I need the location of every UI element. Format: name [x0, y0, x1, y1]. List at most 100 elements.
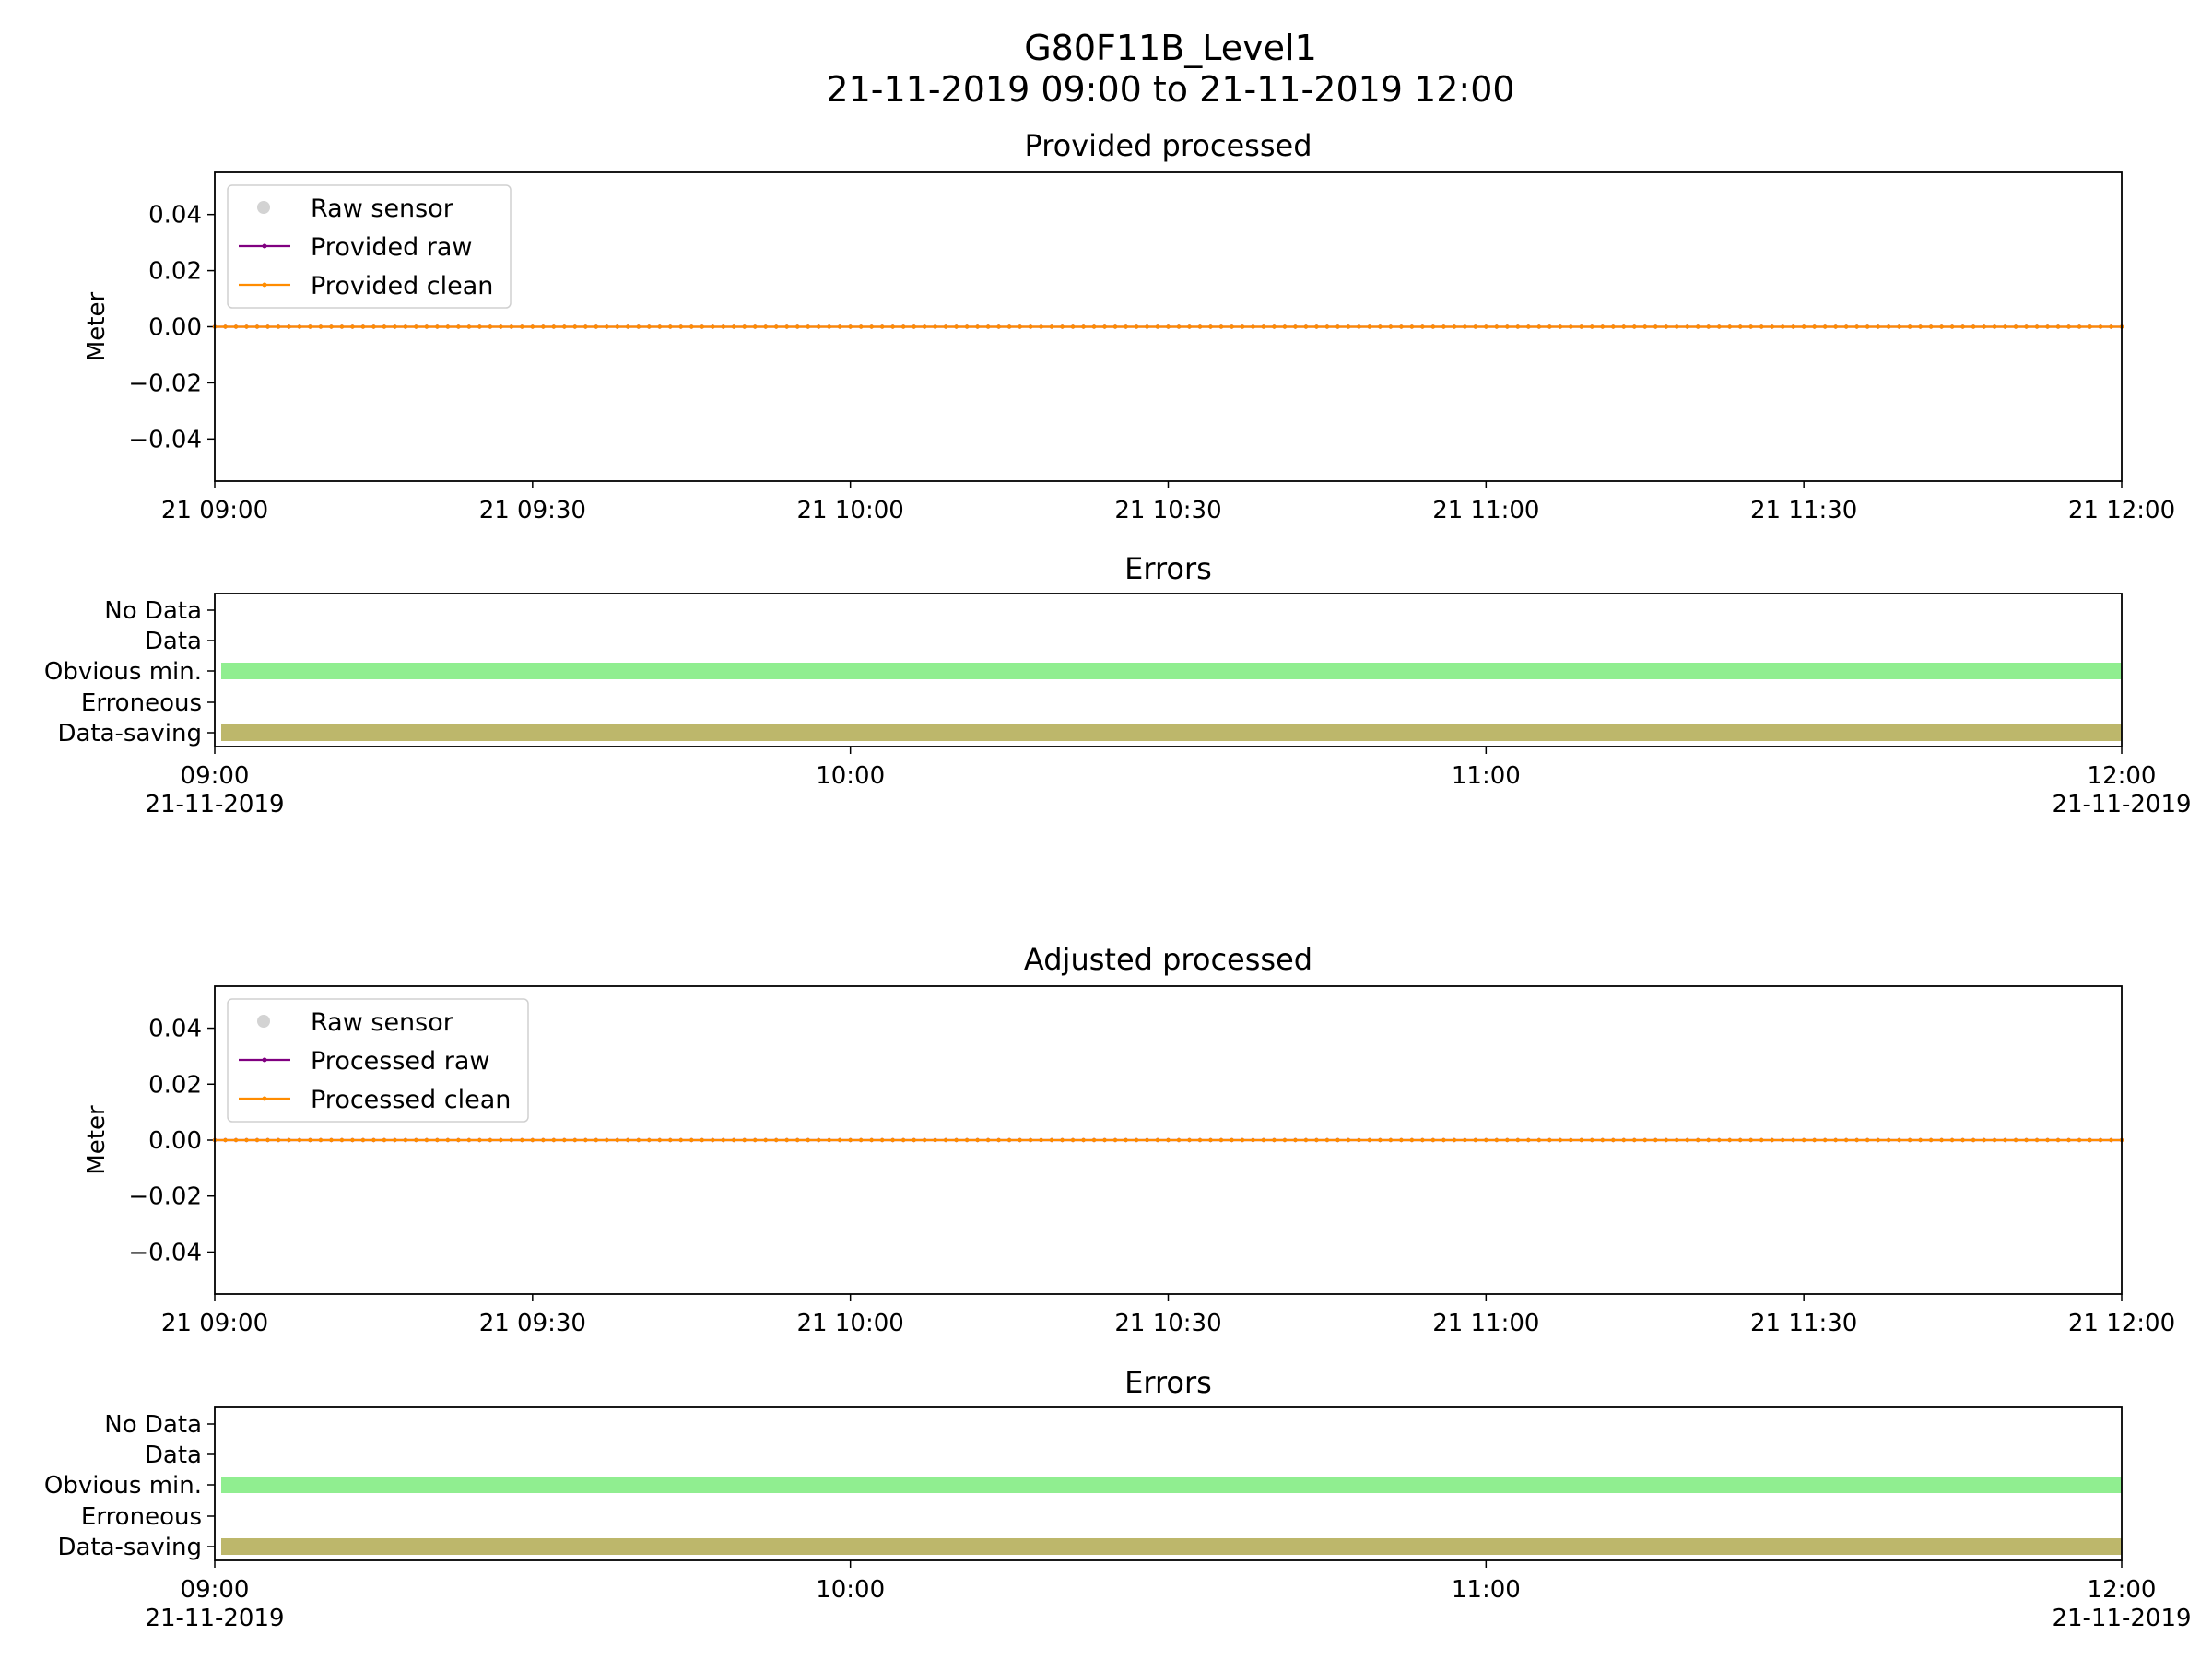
x-tick-label: 21 09:00: [161, 1310, 268, 1337]
data-point: [233, 1137, 239, 1143]
data-point: [657, 324, 662, 329]
data-point: [1367, 1137, 1372, 1143]
x-tick-label: 11:00: [1452, 762, 1521, 790]
data-point: [668, 324, 673, 329]
data-point: [1420, 1137, 1425, 1143]
data-point: [530, 324, 535, 329]
data-point: [1515, 324, 1521, 329]
data-point: [774, 1137, 779, 1143]
data-point: [1145, 324, 1149, 329]
data-point: [890, 324, 895, 329]
data-point: [2013, 1137, 2018, 1143]
data-point: [1324, 1137, 1330, 1143]
data-point: [520, 1137, 524, 1143]
data-point: [900, 1137, 906, 1143]
figure-title-line-2: 21-11-2019 09:00 to 21-11-2019 12:00: [826, 69, 1515, 110]
y-tick-label: Data-saving: [57, 1534, 202, 1561]
data-point: [1091, 324, 1097, 329]
data-point: [308, 324, 312, 329]
data-point: [1770, 1137, 1774, 1143]
x-tick-label: 21 11:30: [1750, 1310, 1857, 1337]
data-point: [1939, 1137, 1944, 1143]
data-point: [1494, 1137, 1500, 1143]
y-tick-label: 0.02: [148, 258, 202, 286]
data-point: [816, 1137, 821, 1143]
data-point: [784, 324, 789, 329]
y-tick-label: Erroneous: [81, 689, 202, 717]
x-tick-label: 09:00: [181, 1576, 250, 1604]
data-point: [1960, 1137, 1965, 1143]
data-point: [1865, 1137, 1870, 1143]
data-point: [763, 1137, 768, 1143]
data-point: [1696, 1137, 1700, 1143]
data-point: [382, 324, 387, 329]
data-point: [254, 324, 260, 329]
data-point: [1918, 1137, 1923, 1143]
data-point: [2109, 324, 2113, 329]
data-point: [954, 324, 959, 329]
data-point: [1378, 324, 1382, 329]
legend-marker: [262, 243, 267, 249]
data-point: [1780, 1137, 1785, 1143]
x-tick-label: 21-11-2019: [145, 791, 284, 818]
data-point: [2003, 1137, 2007, 1143]
legend-box: [227, 184, 512, 309]
data-point: [1515, 1137, 1521, 1143]
data-point: [711, 1137, 715, 1143]
data-point: [996, 1137, 1001, 1143]
data-point: [1155, 324, 1160, 329]
data-point: [371, 1137, 376, 1143]
data-point: [2098, 324, 2103, 329]
data-point: [1463, 1137, 1467, 1143]
x-tick-label: 21-11-2019: [2052, 1605, 2191, 1632]
data-point: [456, 1137, 461, 1143]
data-point: [414, 324, 418, 329]
data-point: [1843, 1137, 1849, 1143]
data-point: [858, 1137, 864, 1143]
x-tick-label: 21 10:30: [1114, 497, 1221, 524]
data-point: [964, 1137, 970, 1143]
data-point: [1982, 1137, 1986, 1143]
data-point: [711, 324, 715, 329]
data-point: [753, 324, 758, 329]
data-point: [1536, 1137, 1542, 1143]
data-point: [466, 1137, 472, 1143]
data-point: [2109, 1137, 2113, 1143]
data-point: [1526, 1137, 1531, 1143]
legend-label: Processed clean: [311, 1086, 511, 1114]
data-point: [445, 324, 451, 329]
data-point: [1642, 324, 1647, 329]
legend-label: Raw sensor: [311, 1008, 454, 1037]
data-point: [583, 324, 588, 329]
data-point: [2088, 324, 2092, 329]
data-point: [1176, 324, 1182, 329]
data-point: [668, 1137, 673, 1143]
data-point: [1049, 1137, 1054, 1143]
data-point: [1240, 1137, 1245, 1143]
data-point: [1706, 324, 1711, 329]
data-point: [657, 1137, 662, 1143]
data-point: [1208, 324, 1213, 329]
data-point: [1240, 324, 1245, 329]
data-point: [2055, 1137, 2061, 1143]
data-point: [233, 324, 239, 329]
x-tick-label: 12:00: [2088, 762, 2157, 790]
data-point: [890, 1137, 895, 1143]
data-point: [1293, 324, 1298, 329]
data-point: [1039, 324, 1043, 329]
data-point: [488, 324, 493, 329]
data-point: [1378, 1137, 1382, 1143]
data-point: [276, 324, 281, 329]
data-point: [869, 324, 874, 329]
series-processed-clean: [212, 1137, 2124, 1143]
data-point: [1452, 324, 1457, 329]
data-point: [1780, 324, 1785, 329]
data-point: [763, 324, 768, 329]
data-point: [1558, 324, 1562, 329]
data-point: [1197, 324, 1203, 329]
data-point: [678, 324, 683, 329]
data-point: [1801, 1137, 1806, 1143]
data-point: [721, 324, 725, 329]
data-point: [964, 324, 970, 329]
data-point: [1230, 324, 1234, 329]
